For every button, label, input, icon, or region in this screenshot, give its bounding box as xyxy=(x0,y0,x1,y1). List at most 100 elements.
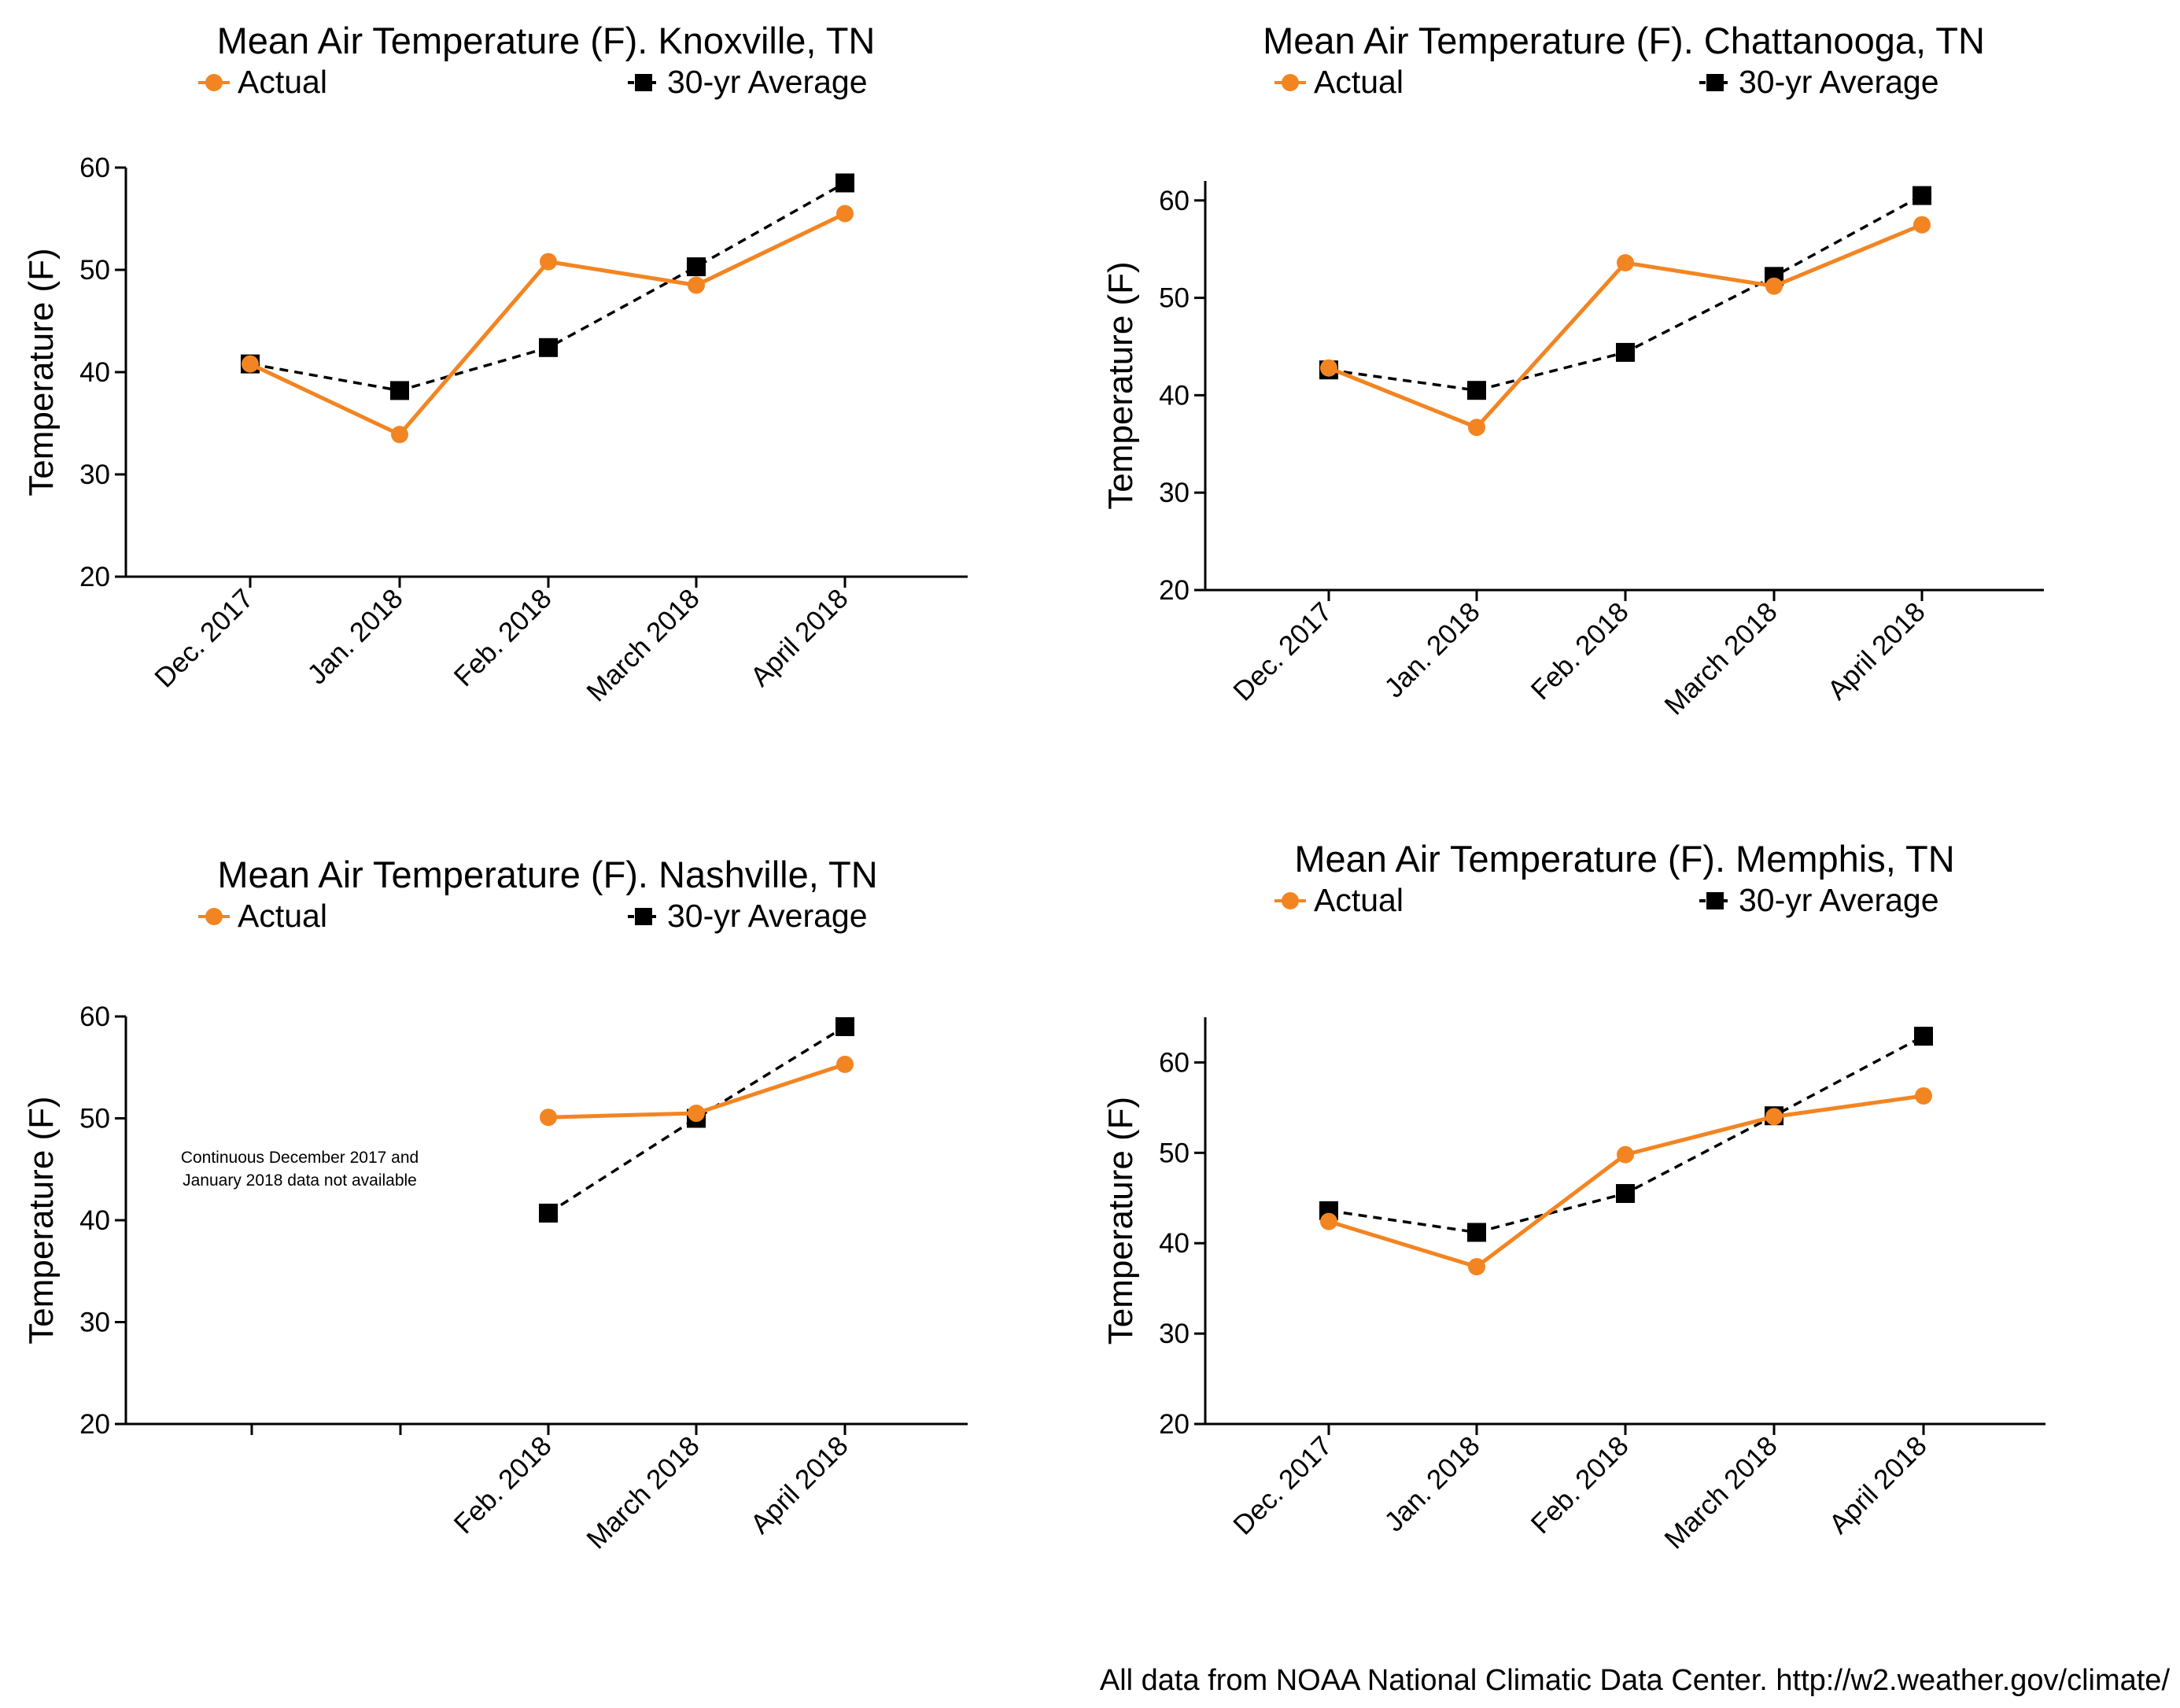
y-tick-label: 20 xyxy=(79,1409,110,1440)
data-point-30-yr-average xyxy=(1616,1184,1635,1204)
x-tick-label: March 2018 xyxy=(1658,1430,1783,1555)
data-point-30-yr-average xyxy=(1913,186,1931,205)
x-tick-label: Jan. 2018 xyxy=(1378,596,1485,703)
annotation-note: Continuous December 2017 and January 2018… xyxy=(181,1149,419,1190)
panel-knoxville: Mean Air Temperature (F). Knoxville, TNA… xyxy=(22,20,968,707)
legend-marker-actual xyxy=(205,908,223,925)
data-point-actual xyxy=(391,426,408,444)
y-axis-label: Temperature (F) xyxy=(22,248,61,496)
x-tick-label: April 2018 xyxy=(745,1430,854,1540)
data-point-actual xyxy=(540,253,557,271)
x-tick-label: Jan. 2018 xyxy=(301,583,408,690)
y-axis-label: Temperature (F) xyxy=(22,1096,61,1344)
panel-nashville: Mean Air Temperature (F). Nashville, TNA… xyxy=(22,854,968,1555)
y-tick-label: 30 xyxy=(1159,478,1190,508)
y-tick-label: 60 xyxy=(79,1002,110,1032)
y-tick-label: 60 xyxy=(1159,186,1190,216)
y-tick-label: 40 xyxy=(1159,380,1190,411)
chart-title: Mean Air Temperature (F). Memphis, TN xyxy=(1294,838,1954,880)
data-point-actual xyxy=(242,355,259,373)
legend-marker-actual xyxy=(1282,892,1299,909)
series-line-30-yr-average xyxy=(548,1025,846,1215)
x-tick-label: Jan. 2018 xyxy=(1378,1430,1485,1537)
data-point-actual xyxy=(1320,1212,1337,1230)
x-tick-label: Feb. 2018 xyxy=(448,583,558,692)
data-point-actual xyxy=(1617,254,1634,271)
data-point-actual xyxy=(1915,1086,1932,1105)
data-point-actual xyxy=(540,1109,557,1127)
data-point-30-yr-average xyxy=(835,173,854,193)
data-point-actual xyxy=(836,1055,854,1073)
y-tick-label: 20 xyxy=(1159,1409,1190,1440)
y-tick-label: 40 xyxy=(79,1205,110,1236)
x-tick-label: April 2018 xyxy=(1822,596,1931,706)
data-point-30-yr-average xyxy=(835,1016,854,1036)
x-tick-label: April 2018 xyxy=(1824,1430,1933,1540)
y-axis-label: Temperature (F) xyxy=(1101,1097,1140,1345)
chart-title: Mean Air Temperature (F). Knoxville, TN xyxy=(217,20,876,61)
legend-marker-30-yr-average xyxy=(1706,74,1724,91)
y-tick-label: 20 xyxy=(79,562,110,592)
legend-label-actual: Actual xyxy=(1314,882,1404,918)
y-tick-label: 30 xyxy=(1159,1319,1190,1349)
y-tick-label: 50 xyxy=(79,1104,110,1134)
legend-label-30-yr-average: 30-yr Average xyxy=(1739,882,1939,918)
y-tick-label: 30 xyxy=(79,459,110,490)
chart-title: Mean Air Temperature (F). Nashville, TN xyxy=(217,854,877,895)
data-point-actual xyxy=(688,276,705,294)
y-tick-label: 50 xyxy=(1159,283,1190,314)
data-point-actual xyxy=(688,1105,705,1123)
legend-label-30-yr-average: 30-yr Average xyxy=(1739,64,1939,100)
legend-label-30-yr-average: 30-yr Average xyxy=(667,64,868,100)
legend-label-actual: Actual xyxy=(238,898,327,934)
legend-marker-30-yr-average xyxy=(1706,892,1724,909)
x-tick-label: Feb. 2018 xyxy=(448,1430,558,1540)
x-tick-label: Dec. 2017 xyxy=(1227,596,1337,706)
legend-label-actual: Actual xyxy=(1314,64,1404,100)
y-tick-label: 60 xyxy=(79,153,110,183)
legend-marker-actual xyxy=(205,74,223,91)
legend-marker-30-yr-average xyxy=(635,908,652,925)
data-point-30-yr-average xyxy=(539,1203,558,1223)
data-point-actual xyxy=(1320,359,1337,377)
legend-marker-actual xyxy=(1282,74,1299,91)
panel-memphis: Mean Air Temperature (F). Memphis, TNAct… xyxy=(1101,838,2045,1555)
data-point-30-yr-average xyxy=(539,338,558,357)
x-tick-label: April 2018 xyxy=(745,583,854,692)
series-line-30-yr-average xyxy=(249,181,846,393)
x-tick-label: March 2018 xyxy=(1658,596,1783,721)
data-point-actual xyxy=(1617,1145,1634,1164)
data-point-actual xyxy=(836,205,854,223)
legend-marker-30-yr-average xyxy=(635,74,652,91)
series-line-30-yr-average xyxy=(1328,1035,1924,1234)
chart-title: Mean Air Temperature (F). Chattanooga, T… xyxy=(1263,20,1985,61)
y-tick-label: 40 xyxy=(1159,1228,1190,1259)
data-point-30-yr-average xyxy=(687,257,706,277)
legend-label-actual: Actual xyxy=(238,64,327,100)
data-point-actual xyxy=(1765,1108,1783,1126)
legend-label-30-yr-average: 30-yr Average xyxy=(667,898,868,934)
data-point-actual xyxy=(1468,1258,1485,1276)
y-axis-label: Temperature (F) xyxy=(1101,261,1140,509)
x-tick-label: Dec. 2017 xyxy=(149,583,259,693)
y-tick-label: 20 xyxy=(1159,575,1190,606)
data-point-30-yr-average xyxy=(1467,1223,1486,1242)
x-tick-label: Dec. 2017 xyxy=(1227,1430,1337,1540)
data-point-actual xyxy=(1913,216,1931,234)
data-point-30-yr-average xyxy=(1616,342,1635,362)
y-tick-label: 60 xyxy=(1159,1047,1190,1078)
data-point-30-yr-average xyxy=(1914,1027,1933,1046)
y-tick-label: 50 xyxy=(79,255,110,286)
series-line-actual xyxy=(1328,1094,1924,1269)
x-tick-label: March 2018 xyxy=(581,1430,705,1555)
data-point-30-yr-average xyxy=(390,381,409,400)
x-tick-label: Feb. 2018 xyxy=(1525,1430,1635,1540)
y-tick-label: 50 xyxy=(1159,1138,1190,1168)
series-line-actual xyxy=(249,212,847,437)
data-point-30-yr-average xyxy=(1467,381,1486,400)
y-tick-label: 40 xyxy=(79,357,110,388)
data-point-actual xyxy=(1468,419,1485,437)
y-tick-label: 30 xyxy=(79,1308,110,1338)
source-note: All data from NOAA National Climatic Dat… xyxy=(1100,1664,2171,1697)
